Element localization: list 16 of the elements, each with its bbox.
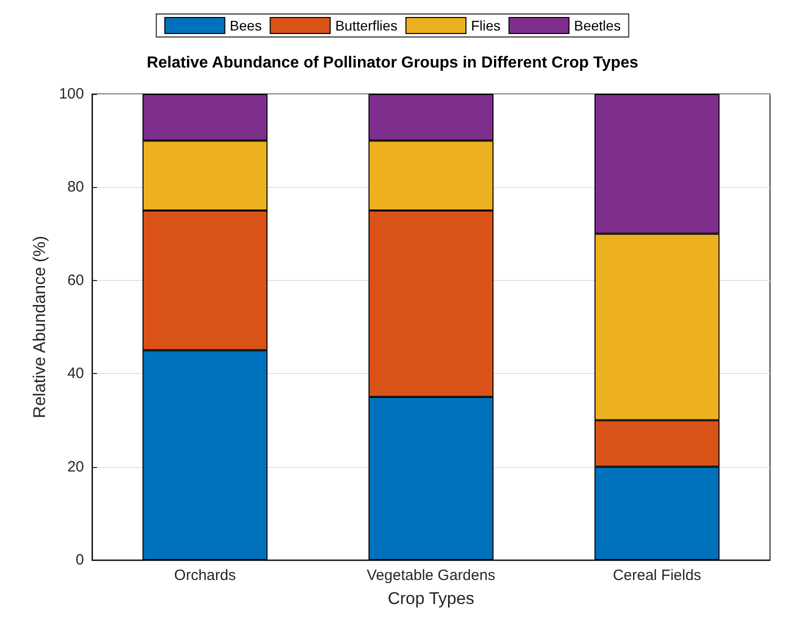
legend-label: Bees <box>230 18 262 34</box>
y-tick-label: 60 <box>67 272 84 289</box>
x-tick-label: Orchards <box>174 567 236 584</box>
legend-label: Flies <box>470 18 501 34</box>
legend-label: Butterflies <box>335 18 398 34</box>
x-axis-title: Crop Types <box>388 589 474 608</box>
legend-label: Beetles <box>574 18 621 34</box>
y-tick-label: 80 <box>67 178 84 196</box>
chart-title: Relative Abundance of Pollinator Groups in Different Crop Types <box>146 54 638 72</box>
y-tick-label: 0 <box>76 552 84 568</box>
y-tick-label: 100 <box>58 86 84 102</box>
x-tick-label: Cereal Fields <box>612 567 702 584</box>
y-axis-title: Relative Abundance (%) <box>30 236 50 418</box>
y-tick-label: 40 <box>67 365 84 382</box>
y-tick-label: 20 <box>67 458 84 476</box>
x-tick-label: Vegetable Gardens <box>366 567 496 584</box>
